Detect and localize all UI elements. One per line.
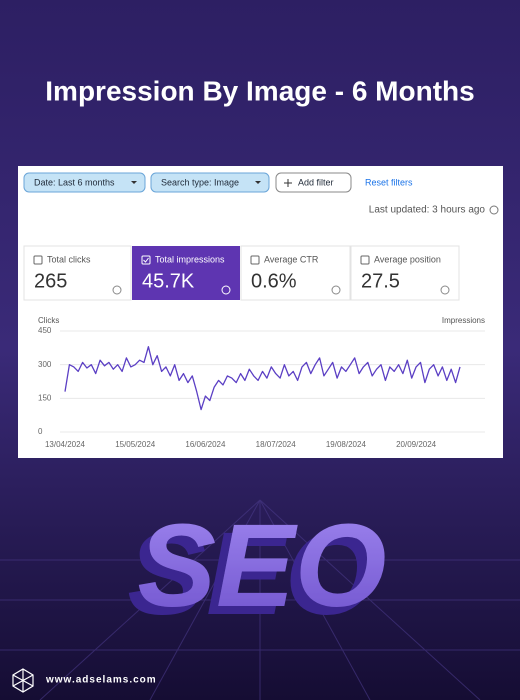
check-mark: [143, 257, 149, 263]
date-filter[interactable]: [23, 172, 146, 193]
page-title: Impression By Image - 6 Months: [45, 75, 474, 106]
y2-axis-label: Impressions: [442, 316, 485, 325]
help-icon: [221, 285, 231, 295]
add-filter-label: Add filter: [298, 177, 334, 187]
checkbox: [33, 255, 43, 265]
x-tick-label: 13/04/2024: [45, 440, 86, 449]
footer-url: www.adselams.com: [45, 675, 157, 686]
checkbox: [360, 255, 370, 265]
metric-label: Total impressions: [155, 254, 225, 264]
line-series: [64, 346, 461, 411]
checkbox: [250, 255, 260, 265]
plus-icon: [284, 179, 292, 187]
dropdown-icon: [255, 181, 261, 184]
y-tick-label: 300: [38, 360, 52, 369]
y-tick-label: 0: [38, 427, 43, 436]
metric-label: Average CTR: [264, 254, 319, 264]
seo-graphic: SEO: [137, 500, 386, 632]
help-icon: [112, 285, 122, 295]
floor-grid: [0, 499, 520, 700]
x-tick-label: 20/09/2024: [396, 440, 437, 449]
y-tick-label: 450: [38, 326, 52, 335]
help-icon: [489, 205, 499, 215]
search-type-filter[interactable]: [150, 172, 270, 193]
checkbox: [141, 255, 151, 265]
search-type-label: Search type: Image: [161, 177, 239, 187]
add-filter[interactable]: [275, 172, 352, 193]
last-updated: Last updated: 3 hours ago: [369, 205, 486, 216]
help-icon: [331, 285, 341, 295]
metric-label: Average position: [374, 254, 441, 264]
metric-value: 27.5: [361, 270, 400, 292]
logo-icon: [12, 668, 34, 693]
x-tick-label: 18/07/2024: [256, 440, 297, 449]
dropdown-icon: [131, 181, 137, 184]
x-tick-label: 16/06/2024: [185, 440, 226, 449]
metric-value: 265: [34, 270, 67, 292]
metric-label: Total clicks: [47, 254, 91, 264]
console-card: [18, 166, 503, 458]
metric-value: 45.7K: [142, 270, 195, 292]
reset-filters[interactable]: Reset filters: [365, 177, 413, 187]
x-tick-label: 19/08/2024: [326, 440, 367, 449]
x-tick-label: 15/05/2024: [115, 440, 156, 449]
date-filter-label: Date: Last 6 months: [34, 177, 115, 187]
help-icon: [440, 285, 450, 295]
y-tick-label: 150: [38, 393, 52, 402]
metric-value: 0.6%: [251, 270, 297, 292]
y-axis-label: Clicks: [38, 316, 59, 325]
